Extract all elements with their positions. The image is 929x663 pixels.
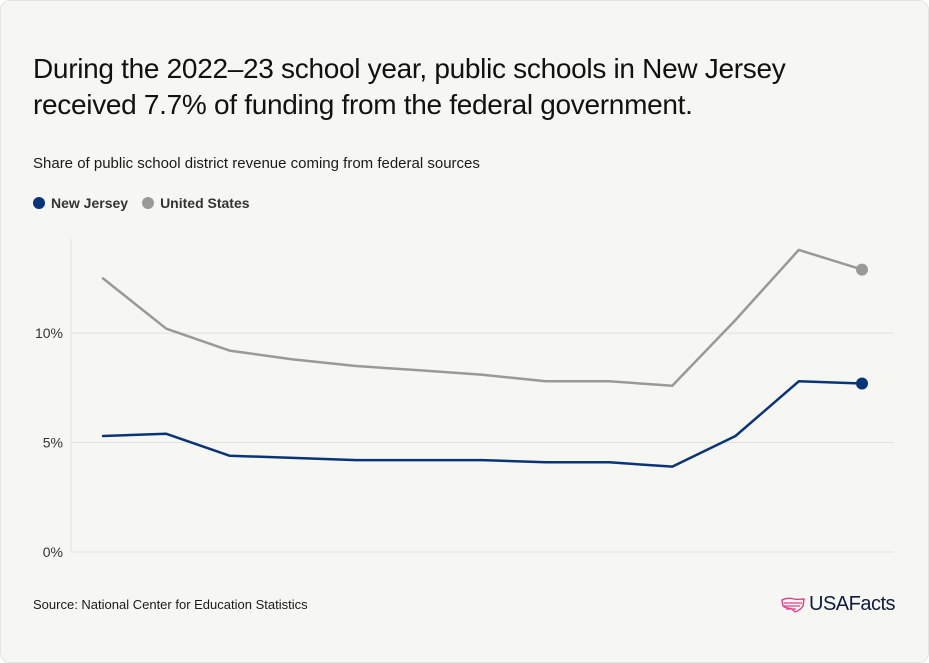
legend-item-new-jersey: New Jersey [33, 195, 128, 211]
series-endpoint-united-states [856, 263, 868, 276]
y-tick-label: 10% [35, 325, 63, 341]
us-flag-map-icon [781, 597, 805, 613]
series-endpoint-new-jersey [856, 377, 868, 390]
series-line-united-states [101, 248, 864, 387]
logo-text: USAFacts [809, 593, 896, 615]
source-note: Source: National Center for Education St… [33, 597, 308, 612]
legend-swatch-united-states [142, 197, 155, 209]
usafacts-logo: USAFacts [781, 593, 896, 616]
legend-swatch-new-jersey [33, 197, 45, 209]
legend: New Jersey United States [33, 195, 250, 211]
y-tick-label: 0% [43, 544, 63, 560]
legend-label-new-jersey: New Jersey [51, 195, 129, 211]
chart-title: During the 2022–23 school year, public s… [33, 53, 786, 120]
chart-subtitle: Share of public school district revenue … [33, 155, 480, 172]
legend-label-united-states: United States [160, 195, 250, 211]
y-tick-label: 5% [43, 435, 63, 451]
series-line-new-jersey [101, 380, 864, 468]
legend-item-united-states: United States [142, 195, 250, 211]
